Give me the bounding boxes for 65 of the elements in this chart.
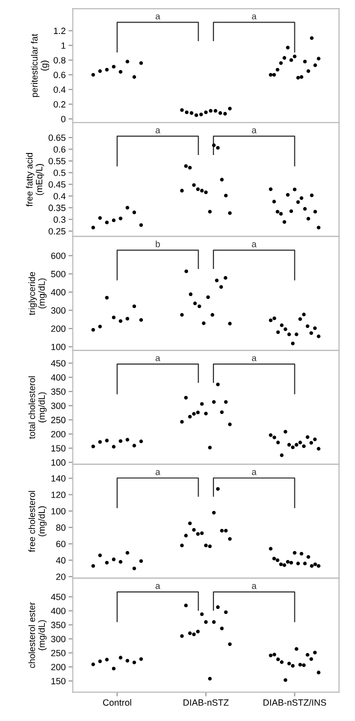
y-tick-label: 200: [51, 326, 66, 332]
annotation: a: [252, 242, 257, 248]
y-tick-label: 0.45: [48, 181, 66, 188]
x-tick-label: DIAB-nSTZ/INS: [264, 699, 326, 706]
y-tick-label: 100: [51, 459, 66, 466]
y-tick-label: 0.6: [54, 146, 66, 153]
y-tick-label: 350: [51, 388, 66, 395]
y-tick-label: 350: [51, 622, 66, 628]
x-tick-label: DIAB-nSTZ: [184, 699, 229, 706]
y-tick-label: 140: [51, 475, 66, 482]
annotation: a: [156, 128, 160, 134]
y-tick-label: 40: [56, 557, 66, 564]
y-axis-title: free fatty acid (mEq/L): [26, 153, 44, 206]
y-tick-label: 250: [51, 416, 66, 424]
y-tick-label: 120: [51, 492, 66, 498]
y-tick-label: 0.65: [48, 134, 66, 141]
y-tick-label: 0.2: [54, 101, 66, 108]
y-tick-label: 250: [51, 650, 66, 656]
y-tick-label: 1.2: [54, 28, 66, 34]
y-tick-label: 100: [51, 508, 66, 514]
y-tick-label: 400: [50, 289, 66, 296]
y-tick-label: 150: [51, 678, 66, 684]
y-tick-label: 0.25: [48, 228, 66, 234]
annotation: a: [252, 128, 257, 134]
y-tick-label: 0.35: [48, 204, 66, 212]
y-axis-title: total cholesterol (mg/dL): [28, 376, 47, 439]
y-axis-title: cholesterol ester (mg/dL): [28, 602, 47, 668]
annotation: a: [156, 356, 160, 362]
annotation: b: [156, 240, 160, 248]
annotation: a: [156, 470, 160, 476]
y-tick-label: 300: [51, 402, 66, 410]
annotation: a: [156, 584, 160, 589]
y-tick-label: 1: [62, 42, 66, 49]
annotation: a: [252, 584, 257, 589]
y-tick-label: 500: [51, 270, 66, 278]
y-tick-label: 450: [50, 360, 66, 367]
y-tick-label: 0.6: [54, 72, 66, 78]
y-tick-label: 450: [50, 594, 66, 600]
y-tick-label: 300: [51, 307, 66, 314]
y-tick-label: 600: [51, 252, 66, 259]
y-tick-label: 0.8: [54, 57, 66, 64]
y-tick-label: 0: [61, 116, 66, 122]
y-tick-label: 0.5: [54, 170, 66, 176]
y-tick-label: 0.4: [54, 192, 66, 200]
y-tick-label: 20: [56, 574, 66, 580]
y-tick-label: 60: [56, 540, 66, 548]
y-tick-label: 400: [50, 374, 66, 381]
y-tick-label: 200: [51, 430, 66, 438]
y-axis-title: peritesticular fat (g): [30, 34, 50, 97]
y-axis-title: free cholesterol (mg/dL): [28, 491, 47, 552]
annotation: a: [156, 14, 160, 20]
y-tick-label: 200: [51, 664, 66, 670]
y-tick-label: 300: [51, 636, 66, 642]
annotation: a: [252, 356, 257, 362]
annotation: a: [252, 14, 257, 20]
y-tick-label: 150: [51, 445, 66, 452]
y-tick-label: 400: [50, 608, 66, 614]
y-tick-label: 0.55: [48, 158, 66, 164]
x-tick-label: Control: [103, 699, 132, 706]
y-tick-label: 0.3: [54, 216, 66, 223]
annotation: a: [252, 470, 257, 476]
y-tick-label: 0.4: [54, 86, 66, 93]
y-tick-label: 80: [56, 524, 66, 531]
y-axis-title: triglyceride (mg/dL): [28, 272, 47, 316]
y-tick-label: 100: [51, 344, 66, 350]
